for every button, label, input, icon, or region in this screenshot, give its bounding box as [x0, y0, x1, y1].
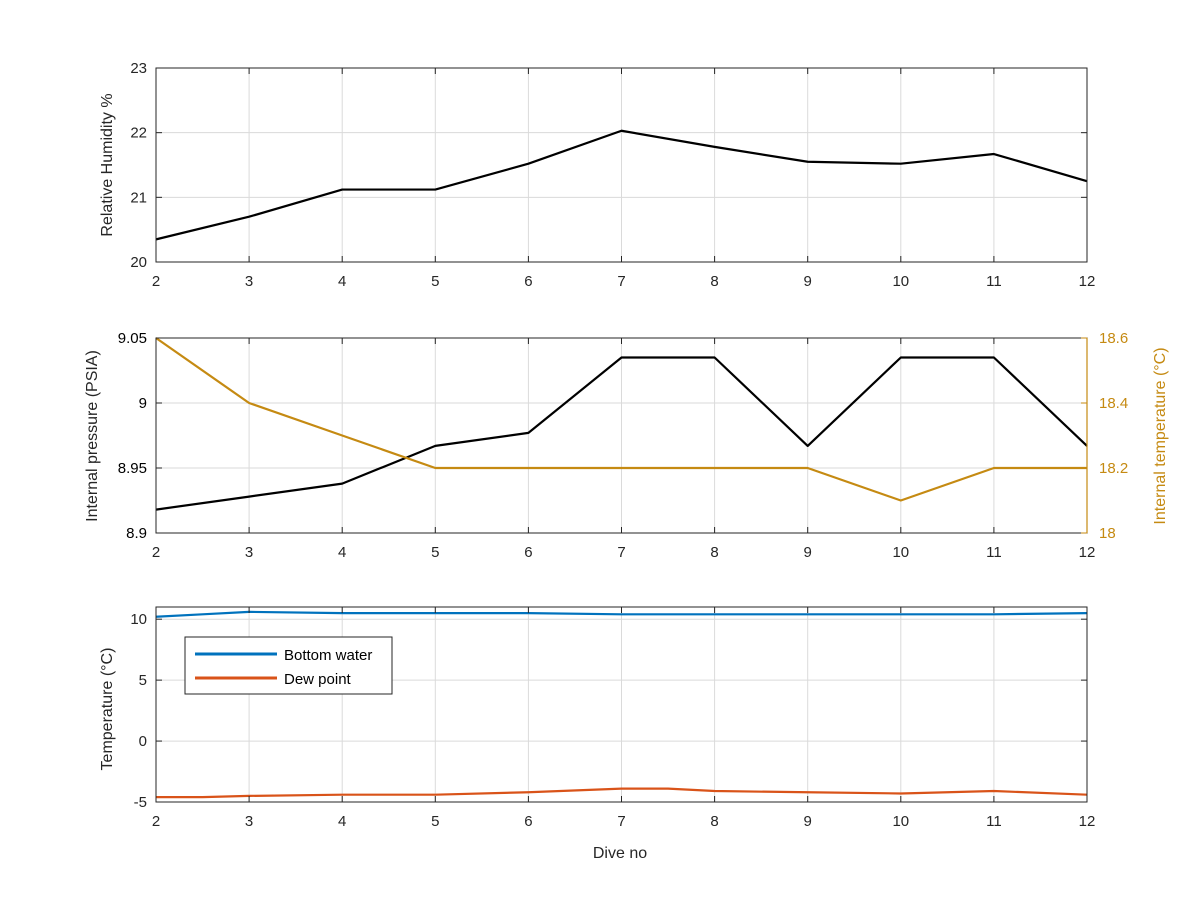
humidity-y-tick-label: 23: [130, 60, 147, 77]
temperature-x-tick-label: 4: [338, 813, 346, 830]
pressure-y-axis-label: Internal pressure (PSIA): [84, 350, 101, 522]
legend-label-bottom-water: Bottom water: [284, 647, 372, 664]
legend-label-dew-point: Dew point: [284, 671, 352, 688]
temperature-x-tick-label: 5: [431, 813, 439, 830]
pressure-temperature-x-tick-label: 7: [617, 544, 625, 561]
humidity-x-tick-label: 11: [986, 273, 1002, 290]
temperature-y-tick-label: -5: [134, 794, 147, 811]
pressure-temperature-x-tick-label: 4: [338, 544, 346, 561]
humidity-x-tick-label: 9: [804, 273, 812, 290]
pressure-temperature-plot-area: [155, 337, 1088, 534]
dive-no-x-axis-label: Dive no: [593, 845, 647, 862]
temperature-x-tick-label: 10: [892, 813, 909, 830]
temperature-y-axis-label: Temperature (°C): [99, 648, 116, 771]
pressure-temperature-x-tick-label: 9: [804, 544, 812, 561]
humidity-x-tick-label: 2: [152, 273, 160, 290]
pressure-temperature-x-tick-label: 5: [431, 544, 439, 561]
humidity-x-tick-label: 10: [892, 273, 909, 290]
pressure-temperature-x-tick-label: 11: [986, 544, 1002, 561]
pressure-temperature-y-tick-label: 8.95: [118, 460, 147, 477]
pressure-temperature-x-tick-label: 10: [892, 544, 909, 561]
temperature-y-tick-label: 0: [139, 733, 147, 750]
legend: Bottom water Dew point: [184, 636, 393, 695]
humidity-y-tick-label: 22: [130, 125, 147, 142]
pressure-temperature-x-tick-label: 3: [245, 544, 253, 561]
temperature-x-tick-label: 3: [245, 813, 253, 830]
temperature-x-tick-label: 2: [152, 813, 160, 830]
pressure-temperature-x-tick-label: 2: [152, 544, 160, 561]
pressure-temperature-x-tick-label: 6: [524, 544, 532, 561]
temperature-panel: Temperature (°C) Dive no Bottom water De…: [99, 606, 1096, 862]
temperature-x-tick-label: 8: [710, 813, 718, 830]
humidity-y-tick-label: 20: [130, 254, 147, 271]
temperature-x-tick-label: 7: [617, 813, 625, 830]
legend-box: [184, 636, 393, 695]
humidity-y-tick-label: 21: [130, 189, 147, 206]
temperature-right-y-axis-label: Internal temperature (°C): [1152, 347, 1169, 524]
humidity-x-tick-label: 5: [431, 273, 439, 290]
temperature-x-tick-label: 6: [524, 813, 532, 830]
pressure-temperature-y-tick-label: 9: [139, 395, 147, 412]
humidity-plot-area: [155, 67, 1088, 263]
pressure-temperature-x-tick-label: 12: [1079, 544, 1096, 561]
pressure-temperature-right-y-tick-label: 18.2: [1099, 460, 1128, 477]
humidity-series-0-line: [155, 129, 1088, 241]
temperature-y-tick-label: 5: [139, 672, 147, 689]
temperature-y-tick-label: 10: [130, 611, 147, 628]
humidity-x-tick-label: 3: [245, 273, 253, 290]
pressure-temperature-right-y-tick-label: 18.4: [1099, 395, 1128, 412]
pressure-temperature-y-tick-label: 8.9: [126, 525, 147, 542]
humidity-x-tick-label: 12: [1079, 273, 1096, 290]
humidity-x-tick-label: 6: [524, 273, 532, 290]
pressure-temperature-panel: Internal pressure (PSIA) Internal temper…: [84, 330, 1169, 561]
temperature-plot-area: [155, 606, 1088, 803]
bottom-water-line: [155, 610, 1088, 618]
humidity-x-tick-label: 4: [338, 273, 346, 290]
pressure-temperature-series-1-line: [155, 337, 1087, 502]
temperature-x-tick-label: 9: [804, 813, 812, 830]
pressure-temperature-x-tick-label: 8: [710, 544, 718, 561]
humidity-y-axis-label: Relative Humidity %: [99, 93, 116, 236]
dew-point-line: [156, 787, 1088, 799]
pressure-temperature-right-y-tick-label: 18: [1099, 525, 1116, 542]
humidity-x-tick-label: 8: [710, 273, 718, 290]
temperature-x-tick-label: 11: [986, 813, 1002, 830]
pressure-temperature-series-0-line: [155, 356, 1088, 511]
humidity-x-tick-label: 7: [617, 273, 625, 290]
humidity-panel: Relative Humidity % 2 3 4 5 6 7 8 9 10 11 12202122…: [99, 60, 1095, 290]
pressure-temperature-right-y-tick-label: 18.6: [1099, 330, 1128, 347]
pressure-temperature-y-tick-label: 9.05: [118, 330, 147, 347]
temperature-x-tick-label: 12: [1079, 813, 1096, 830]
